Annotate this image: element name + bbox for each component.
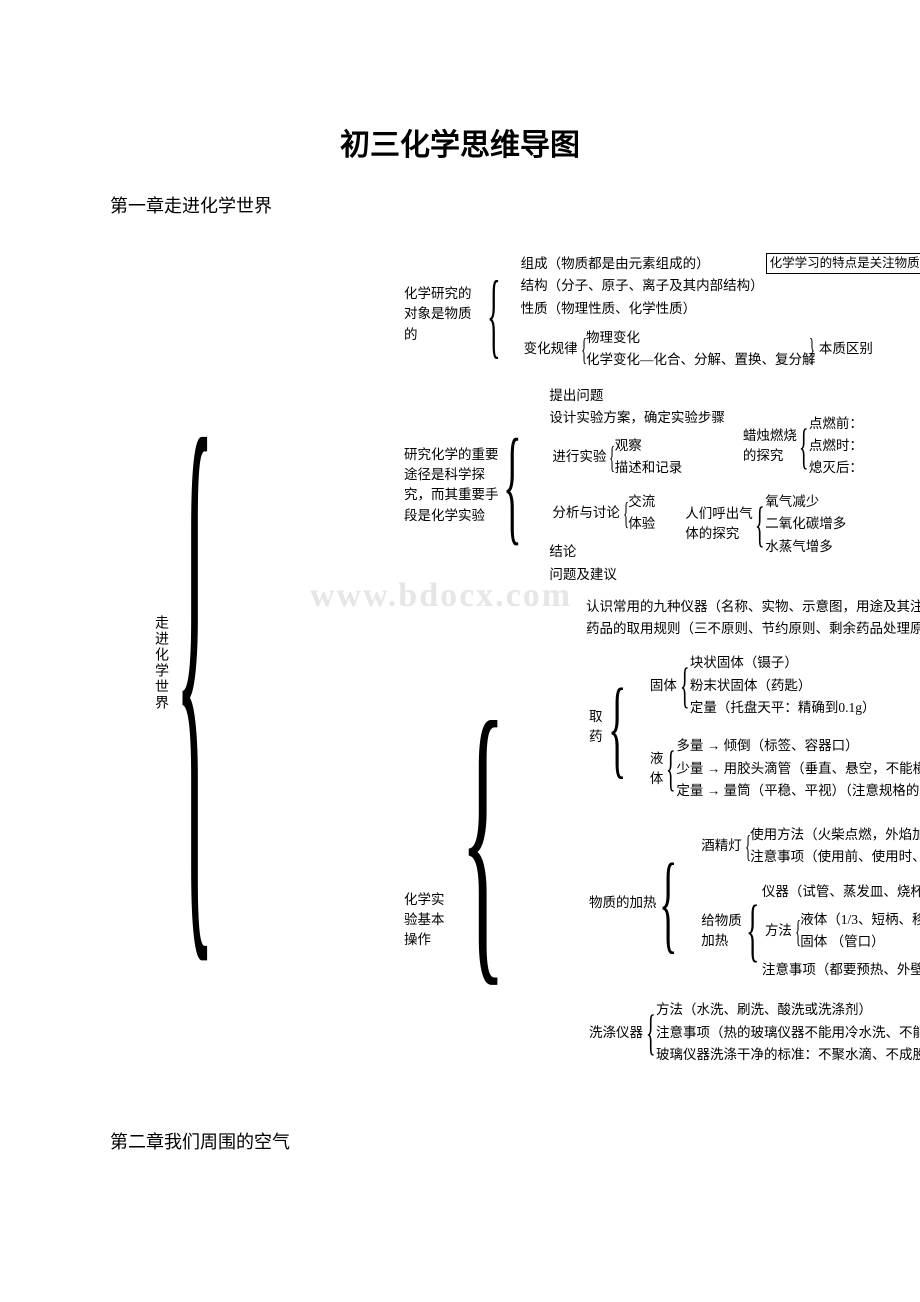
leaf: 块状固体（镊子）: [690, 653, 876, 673]
brace-icon: {: [745, 822, 751, 870]
leaf: 进行实验: [549, 447, 609, 467]
leaf: 氧气减少: [765, 492, 846, 512]
brace-icon: {: [666, 731, 676, 806]
section-2: 研究化学的重要途径是科学探究，而其重要手段是化学实验 { 提出问题 设计实验方案…: [401, 385, 920, 586]
leaf: 本质区别: [819, 339, 873, 359]
leaf: 玻璃仪器洗涤干净的标准：不聚水滴、不成股流下: [656, 1045, 920, 1065]
brace-icon: {: [809, 325, 815, 373]
leaf: 液体: [647, 749, 667, 790]
leaf: 交流: [628, 492, 655, 512]
brace-icon: {: [487, 274, 501, 355]
section-1: 化学研究的对象是物质的 { 组成（物质都是由元素组成的） 结构（分子、原子、离子…: [401, 252, 920, 377]
leaf: 点燃时：: [809, 436, 863, 456]
leaf: 多量 → 倾倒（标签、容器口）: [676, 736, 920, 756]
leaf: 注意事项（热的玻璃仪器不能用冷水洗、不能用力刷洗等）: [656, 1023, 920, 1043]
section-2-label: 研究化学的重要途径是科学探究，而其重要手段是化学实验: [401, 445, 503, 526]
section-3: 化学实验基本操作 { 认识常用的九种仪器（名称、实物、示意图，用途及其注意事项）…: [401, 596, 920, 1075]
leaf: 组成（物质都是由元素组成的）: [521, 254, 764, 274]
leaf: 药品的取用规则（三不原则、节约原则、剩余药品处理原则）: [586, 619, 920, 639]
section-1-label: 化学研究的对象是物质的: [401, 284, 487, 345]
leaf: 酒精灯: [698, 836, 745, 856]
root-node: 走进化学世界: [150, 615, 175, 711]
leaf: 熄灭后：: [809, 458, 863, 478]
leaf: 观察: [615, 436, 683, 456]
sections-column: 化学研究的对象是物质的 { 组成（物质都是由元素组成的） 结构（分子、原子、离子…: [401, 248, 920, 1078]
section-3-label: 化学实验基本操作: [401, 890, 460, 951]
document-page: 初三化学思维导图 第一章走进化学世界 www.bdocx.com 走进化学世界 …: [0, 0, 920, 1239]
leaf: 水蒸气增多: [765, 537, 846, 557]
brace-icon: {: [646, 995, 656, 1070]
leaf: 固体 （管口）: [800, 932, 920, 952]
leaf: 物质的加热: [586, 893, 660, 913]
leaf: 体验: [628, 514, 655, 534]
brace-icon: {: [659, 853, 677, 952]
leaf: 方法（水洗、刷洗、酸洗或洗涤剂）: [656, 1000, 920, 1020]
leaf: 定量 → 量筒（平稳、平视）（注意规格的选择）（0.1mL）: [676, 781, 920, 801]
leaf: 人们呼出气体的探究: [685, 504, 755, 545]
leaf: 注意事项（都要预热、外壁擦干等等）: [762, 960, 920, 980]
leaf: 提出问题: [549, 386, 863, 406]
leaf: 描述和记录: [615, 458, 683, 478]
leaf: 结构（分子、原子、离子及其内部结构）: [521, 276, 764, 296]
leaf: 性质（物理性质、化学性质）: [521, 299, 764, 319]
page-title: 初三化学思维导图: [110, 120, 810, 164]
leaf: 粉末状固体（药匙）: [690, 676, 876, 696]
leaf: 仪器（试管、蒸发皿、烧杯、烧瓶）: [762, 882, 920, 902]
leaf: 给物质加热: [698, 911, 746, 952]
brace-icon: {: [795, 907, 801, 955]
leaf: 使用方法（火柴点燃，外焰加热）: [750, 825, 920, 845]
leaf: 设计实验方案，确定实验步骤: [549, 408, 725, 428]
leaf: 问题及建议: [549, 565, 863, 585]
leaf: 变化规律: [521, 339, 581, 359]
brace-icon: {: [755, 487, 765, 562]
chapter-1-heading: 第一章走进化学世界: [110, 192, 810, 218]
leaf: 液体（1/3、短柄、移动、管口）: [800, 910, 920, 930]
leaf: 化学变化—化合、分解、置换、复分解: [586, 350, 816, 370]
leaf: 点燃前：: [809, 414, 863, 434]
chapter-2-heading: 第二章我们周围的空气: [110, 1128, 810, 1154]
note-box: 化学学习的特点是关注物质的性质、变化、变化的过程及其现象。: [766, 253, 920, 274]
brace-icon: {: [680, 648, 690, 723]
leaf: 少量 → 用胶头滴管（垂直、悬空，不能横放或倒置）: [676, 759, 920, 779]
brace-icon: {: [503, 430, 522, 541]
leaf: 方法: [762, 921, 795, 941]
brace-icon: {: [460, 699, 506, 971]
brace-icon: {: [608, 678, 626, 777]
leaf: 蜡烛燃烧的探究: [743, 426, 799, 467]
brace-icon: {: [623, 489, 629, 537]
leaf: 取药: [586, 707, 608, 748]
leaf: 认识常用的九种仪器（名称、实物、示意图，用途及其注意事项）: [586, 597, 920, 617]
leaf: 分析与讨论: [549, 503, 623, 523]
brace-icon: {: [175, 426, 215, 900]
brace-icon: {: [581, 325, 587, 373]
leaf: 结论: [549, 542, 655, 562]
brace-icon: {: [799, 409, 809, 484]
brace-icon: {: [609, 433, 615, 481]
leaf: 二氧化碳增多: [765, 514, 846, 534]
mindmap-diagram: www.bdocx.com 走进化学世界 { 化学研究的对象是物质的 { 组成（…: [150, 248, 810, 1078]
leaf: 注意事项（使用前、使用时、使用后）: [750, 847, 920, 867]
leaf: 洗涤仪器: [586, 1023, 646, 1043]
leaf: 物理变化: [586, 328, 816, 348]
leaf: 固体: [647, 676, 680, 696]
brace-icon: {: [746, 878, 759, 983]
leaf: 定量（托盘天平：精确到0.1g）: [690, 698, 876, 718]
